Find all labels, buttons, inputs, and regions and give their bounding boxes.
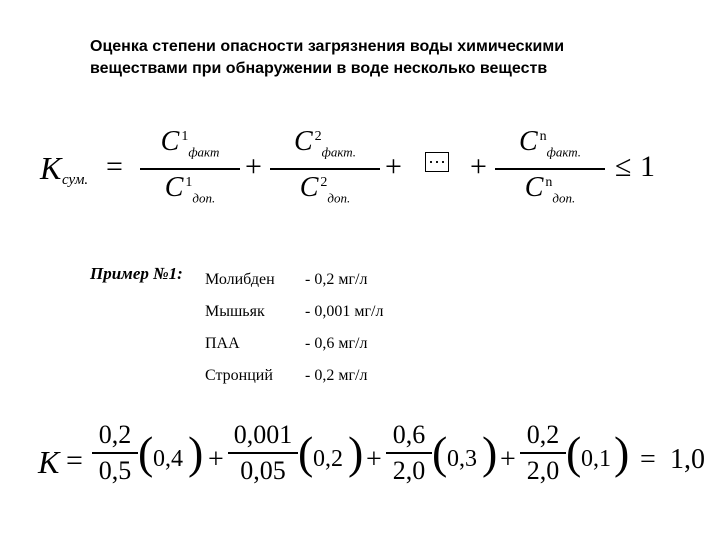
- paren-val-3: 0,3: [447, 446, 477, 473]
- calc-frac-2: 0,001 0,05: [228, 420, 298, 486]
- plus-calc-3: +: [500, 444, 516, 476]
- paren-open-1: (: [138, 430, 153, 476]
- list-item: Стронций - 0,2 мг/л: [205, 360, 383, 392]
- list-item: Молибден - 0,2 мг/л: [205, 264, 383, 296]
- substance-value: - 0,001 мг/л: [305, 296, 383, 328]
- fraction-n-den: Сnдоп.: [495, 172, 605, 207]
- paren-close-3: ): [482, 430, 497, 476]
- fraction-n-bar: [495, 168, 605, 170]
- title-line-1: Оценка степени опасности загрязнения вод…: [90, 38, 564, 55]
- substance-value: - 0,2 мг/л: [305, 360, 367, 392]
- calc-formula: К = 0,2 0,5 ( 0,4 ) + 0,001 0,05 ( 0,2 )…: [38, 420, 688, 510]
- substance-value: - 0,6 мг/л: [305, 328, 367, 360]
- example-list: Молибден - 0,2 мг/л Мышьяк - 0,001 мг/л …: [205, 264, 383, 392]
- paren-close-2: ): [348, 430, 363, 476]
- calc-frac-4: 0,2 2,0: [520, 420, 566, 486]
- rhs-one: 1: [640, 150, 655, 184]
- list-item: Мышьяк - 0,001 мг/л: [205, 296, 383, 328]
- title-line-2: веществами при обнаружении в воде нескол…: [90, 60, 547, 77]
- substance-value: - 0,2 мг/л: [305, 264, 367, 296]
- fraction-2-bar: [270, 168, 380, 170]
- fraction-2-num: С2факт.: [270, 126, 380, 161]
- equals-sign: =: [106, 150, 123, 184]
- paren-val-2: 0,2: [313, 446, 343, 473]
- result-val: 1,0: [670, 444, 705, 476]
- k-symbol: К: [38, 444, 59, 481]
- paren-close-4: ): [614, 430, 629, 476]
- substance-name: ПАА: [205, 328, 305, 360]
- fraction-1-den: С1доп.: [140, 172, 240, 207]
- example-label: Пример №1:: [90, 264, 183, 284]
- k-sum-subscript: сум.: [62, 172, 88, 189]
- substance-name: Стронций: [205, 360, 305, 392]
- paren-val-1: 0,4: [153, 446, 183, 473]
- paren-open-4: (: [566, 430, 581, 476]
- fraction-1: С1факт С1доп.: [140, 128, 240, 212]
- paren-open-3: (: [432, 430, 447, 476]
- equals-sign-2: =: [66, 444, 83, 478]
- paren-val-4: 0,1: [581, 446, 611, 473]
- plus-calc-2: +: [366, 444, 382, 476]
- substance-name: Молибден: [205, 264, 305, 296]
- page-title: Оценка степени опасности загрязнения вод…: [90, 36, 650, 79]
- calc-frac-3: 0,6 2,0: [386, 420, 432, 486]
- substance-name: Мышьяк: [205, 296, 305, 328]
- k-sum-symbol: К: [40, 150, 61, 187]
- paren-close-1: ): [188, 430, 203, 476]
- fraction-n-num: Сnфакт.: [495, 126, 605, 161]
- plus-3: +: [470, 150, 487, 184]
- fraction-1-num: С1факт: [140, 126, 240, 161]
- plus-calc-1: +: [208, 444, 224, 476]
- fraction-n: Сnфакт. Сnдоп.: [495, 128, 605, 212]
- fraction-2: С2факт. С2доп.: [270, 128, 380, 212]
- paren-open-2: (: [298, 430, 313, 476]
- sum-formula: К сум. = С1факт С1доп. + С2факт. С2доп. …: [40, 128, 680, 212]
- list-item: ПАА - 0,6 мг/л: [205, 328, 383, 360]
- fraction-2-den: С2доп.: [270, 172, 380, 207]
- result-eq: =: [640, 444, 656, 476]
- leq-sign: ≤: [615, 150, 631, 184]
- calc-frac-1: 0,2 0,5: [92, 420, 138, 486]
- plus-2: +: [385, 150, 402, 184]
- ellipsis: ⋯: [425, 152, 449, 172]
- fraction-1-bar: [140, 168, 240, 170]
- plus-1: +: [245, 150, 262, 184]
